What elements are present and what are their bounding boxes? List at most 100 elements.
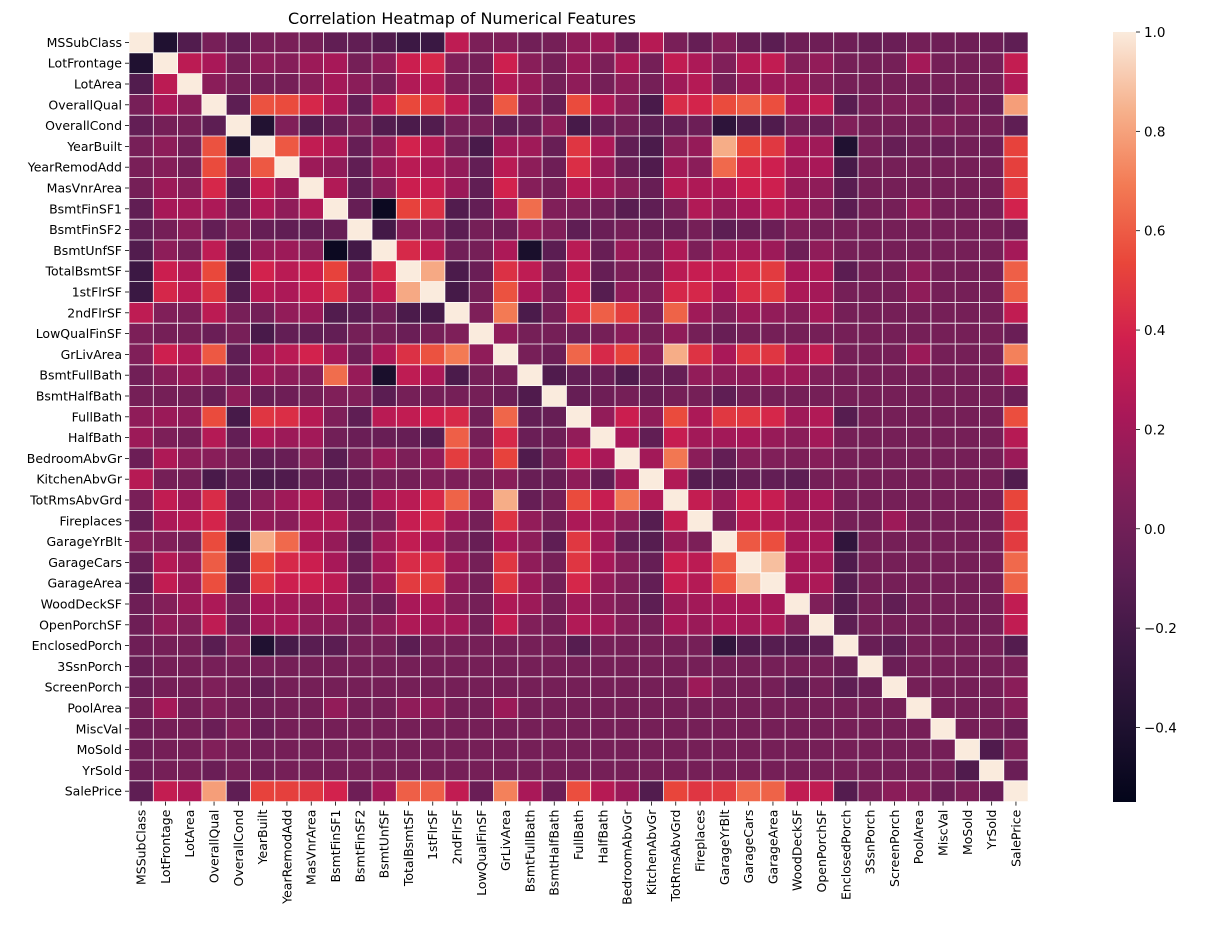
heatmap-cell xyxy=(420,281,446,303)
y-tick-label: 3SsnPorch xyxy=(57,659,122,674)
heatmap-cell xyxy=(347,572,373,594)
heatmap-cell xyxy=(736,656,762,678)
heatmap-cell xyxy=(809,323,834,345)
heatmap-cell xyxy=(833,344,859,366)
heatmap-cell xyxy=(663,593,689,615)
heatmap-cell xyxy=(129,780,154,802)
heatmap-cell xyxy=(493,94,519,116)
heatmap-cell xyxy=(590,614,616,636)
heatmap-cell xyxy=(930,635,956,657)
heatmap-cell xyxy=(299,697,324,719)
heatmap-cell xyxy=(396,780,421,802)
heatmap-cell xyxy=(906,697,932,719)
heatmap-cell xyxy=(372,156,397,178)
heatmap-cell xyxy=(177,676,203,698)
heatmap-cell xyxy=(153,302,178,324)
heatmap-cell xyxy=(639,177,664,199)
heatmap-cell xyxy=(153,385,178,407)
heatmap-cell xyxy=(493,323,519,345)
heatmap-cell xyxy=(833,718,859,740)
heatmap-cell xyxy=(226,198,251,220)
heatmap-cell xyxy=(299,281,324,303)
heatmap-cell xyxy=(639,52,664,74)
heatmap-cell xyxy=(736,156,762,178)
heatmap-cell xyxy=(372,52,397,74)
heatmap-cell xyxy=(299,32,324,54)
heatmap-cell xyxy=(712,219,737,241)
heatmap-cell xyxy=(663,281,689,303)
y-tick-label: MSSubClass xyxy=(47,35,122,50)
heatmap-cell xyxy=(833,73,859,95)
heatmap-cell xyxy=(906,552,932,574)
heatmap-cell xyxy=(542,593,567,615)
heatmap-cell xyxy=(153,136,178,158)
heatmap-cell xyxy=(299,552,324,574)
heatmap-cell xyxy=(323,468,348,490)
heatmap-cell xyxy=(396,531,421,553)
heatmap-cell xyxy=(663,406,689,428)
heatmap-cell xyxy=(372,219,397,241)
x-tick-label: HalfBath xyxy=(595,810,610,864)
heatmap-cell xyxy=(833,364,859,386)
x-tick-label: OverallQual xyxy=(207,810,222,884)
heatmap-cell xyxy=(274,572,300,594)
heatmap-cell xyxy=(785,656,810,678)
heatmap-cell xyxy=(882,364,907,386)
heatmap-cell xyxy=(809,52,834,74)
heatmap-cell xyxy=(663,427,689,449)
heatmap-cell xyxy=(420,593,446,615)
x-tick-label: OpenPorchSF xyxy=(814,810,829,893)
heatmap-cell xyxy=(444,344,470,366)
heatmap-cell xyxy=(469,427,494,449)
heatmap-cell xyxy=(226,323,251,345)
y-tick-label: 2ndFlrSF xyxy=(67,305,122,320)
heatmap-cell xyxy=(1003,552,1029,574)
heatmap-cell xyxy=(299,635,324,657)
heatmap-cell xyxy=(444,260,470,282)
heatmap-cell xyxy=(372,344,397,366)
y-tick-label: Fireplaces xyxy=(60,513,122,528)
heatmap-cell xyxy=(469,614,494,636)
heatmap-cell xyxy=(347,718,373,740)
heatmap-cell xyxy=(785,552,810,574)
heatmap-cell xyxy=(882,323,907,345)
heatmap-cell xyxy=(153,177,178,199)
heatmap-cell xyxy=(250,219,276,241)
x-tick-label: BsmtFullBath xyxy=(522,810,537,893)
heatmap-cell xyxy=(687,302,713,324)
heatmap-cell xyxy=(493,780,519,802)
heatmap-cell xyxy=(1003,281,1029,303)
heatmap-cell xyxy=(153,32,178,54)
heatmap-cell xyxy=(687,115,713,137)
heatmap-cell xyxy=(177,32,203,54)
heatmap-cell xyxy=(833,468,859,490)
heatmap-cell xyxy=(201,656,227,678)
y-tick-label: KitchenAbvGr xyxy=(36,472,123,487)
heatmap-cell xyxy=(736,593,762,615)
heatmap-cell xyxy=(760,52,786,74)
x-tick-label: ScreenPorch xyxy=(887,810,902,887)
heatmap-cell xyxy=(955,32,980,54)
heatmap-cell xyxy=(347,593,373,615)
heatmap-cell xyxy=(615,364,640,386)
heatmap-cell xyxy=(979,323,1005,345)
heatmap-cell xyxy=(177,656,203,678)
heatmap-cell xyxy=(906,635,932,657)
x-tick-label: MasVnrArea xyxy=(304,810,319,885)
heatmap-cell xyxy=(177,468,203,490)
heatmap-cell xyxy=(590,676,616,698)
heatmap-cell xyxy=(785,156,810,178)
heatmap-cell xyxy=(226,656,251,678)
heatmap-cell xyxy=(396,489,421,511)
heatmap-cell xyxy=(736,32,762,54)
heatmap-cell xyxy=(663,614,689,636)
heatmap-cell xyxy=(323,406,348,428)
heatmap-cell xyxy=(809,531,834,553)
heatmap-cell xyxy=(372,468,397,490)
heatmap-cell xyxy=(809,260,834,282)
heatmap-cell xyxy=(153,468,178,490)
heatmap-cell xyxy=(493,136,519,158)
heatmap-cell xyxy=(177,780,203,802)
heatmap-cell xyxy=(1003,385,1029,407)
heatmap-cell xyxy=(517,219,543,241)
